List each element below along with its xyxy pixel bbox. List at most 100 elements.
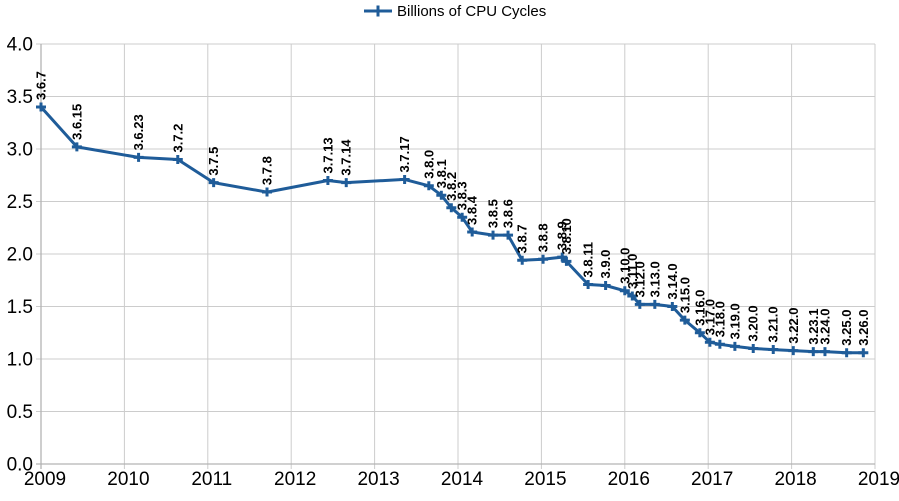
- data-point-marker: [341, 178, 352, 188]
- data-point-label: 3.6.15: [69, 104, 84, 140]
- data-point-label: 3.7.17: [397, 136, 412, 172]
- data-point-marker: [714, 339, 725, 349]
- data-point-marker: [768, 345, 779, 355]
- data-point-label: 3.8.0: [421, 150, 436, 179]
- y-tick-label: 1.5: [7, 297, 33, 318]
- data-point-marker: [467, 227, 478, 237]
- x-tick-label: 2019: [858, 469, 899, 490]
- data-point-label: 3.23.1: [806, 308, 821, 344]
- x-tick-label: 2014: [441, 469, 484, 490]
- data-point-marker: [819, 347, 830, 357]
- data-point-marker: [619, 286, 630, 296]
- data-point-label: 3.8.5: [486, 199, 501, 228]
- data-point-label: 3.8.11: [581, 242, 596, 277]
- data-point-marker: [600, 281, 611, 290]
- data-point-labels: 3.6.7 3.6.15 3.6.23 3.7.2 3.7.5 3.7.8 3.7.13 3.…: [34, 71, 871, 346]
- data-point-marker: [172, 155, 183, 164]
- y-tick-label: 2.0: [7, 245, 33, 266]
- data-point-label: 3.11.0: [625, 254, 640, 289]
- data-point-label: 3.10.0: [617, 248, 632, 284]
- data-point-marker: [399, 174, 410, 184]
- data-point-marker: [583, 279, 594, 289]
- data-point-marker: [561, 256, 572, 266]
- x-tick-label: 2010: [107, 469, 149, 490]
- data-point-marker: [679, 315, 690, 325]
- axes: [36, 44, 875, 469]
- data-point-marker: [649, 299, 660, 309]
- data-point-marker: [808, 347, 819, 357]
- data-point-label: 3.21.0: [766, 306, 781, 342]
- data-point-marker: [133, 152, 144, 162]
- data-point-marker: [71, 142, 82, 152]
- data-point-label: 3.9.0: [598, 250, 613, 279]
- data-point-label: 3.7.8: [260, 156, 275, 185]
- data-point-label: 3.8.10: [559, 218, 574, 254]
- data-point-label: 3.7.13: [320, 137, 335, 173]
- data-point-marker: [262, 187, 273, 197]
- data-point-label: 3.8.3: [455, 181, 470, 210]
- data-point-label: 3.6.23: [131, 114, 146, 150]
- data-point-label: 3.25.0: [839, 310, 854, 346]
- data-point-marker: [517, 255, 528, 265]
- data-point-marker: [208, 178, 219, 188]
- data-point-marker: [841, 348, 852, 358]
- data-point-label: 3.7.2: [170, 124, 185, 153]
- data-point-label: 3.8.7: [515, 224, 530, 253]
- data-point-label: 3.13.0: [647, 261, 662, 297]
- x-tick-label: 2011: [191, 469, 232, 490]
- y-tick-label: 0.0: [7, 455, 33, 476]
- data-point-marker: [488, 230, 499, 240]
- legend: Billions of CPU Cycles: [364, 3, 546, 20]
- data-point-marker: [704, 337, 715, 347]
- data-point-marker: [36, 102, 46, 112]
- data-point-marker: [694, 328, 705, 338]
- data-point-label: 3.8.2: [444, 172, 459, 201]
- data-point-marker: [436, 190, 447, 200]
- data-point-marker: [667, 302, 678, 311]
- data-point-marker: [788, 346, 799, 356]
- data-point-label: 3.15.0: [677, 277, 692, 313]
- x-tick-label: 2017: [691, 469, 733, 490]
- x-tick-label: 2013: [357, 469, 399, 490]
- y-tick-label: 1.0: [7, 350, 33, 371]
- data-point-label: 3.20.0: [746, 305, 761, 341]
- x-tick-label: 2018: [774, 469, 816, 490]
- data-point-label: 3.17.0: [702, 299, 717, 335]
- x-tick-label: 2012: [274, 469, 316, 490]
- data-point-marker: [322, 176, 333, 185]
- data-point-label: 3.19.0: [727, 303, 742, 339]
- data-point-label: 3.6.7: [34, 71, 49, 100]
- data-point-label: 3.8.8: [536, 223, 551, 252]
- data-point-marker: [634, 299, 645, 309]
- data-point-label: 3.8.9: [555, 221, 570, 250]
- data-series: [36, 102, 869, 358]
- data-point-label: 3.24.0: [817, 308, 832, 344]
- data-point-label: 3.7.5: [206, 147, 221, 176]
- x-tick-label: 2015: [524, 469, 566, 490]
- y-tick-label: 0.5: [7, 402, 33, 423]
- data-point-label: 3.12.0: [632, 261, 647, 297]
- x-axis-tick-labels: 2009 2010 2011 2012 2013 2014 2015 2016 2017 2018…: [24, 469, 899, 490]
- y-tick-label: 4.0: [7, 35, 33, 56]
- data-point-label: 3.16.0: [692, 290, 707, 326]
- data-point-marker: [538, 254, 549, 264]
- data-point-marker: [748, 344, 759, 353]
- data-point-marker: [503, 230, 514, 240]
- x-tick-label: 2009: [24, 469, 66, 490]
- data-point-marker: [627, 291, 638, 301]
- y-tick-label: 2.5: [7, 192, 33, 213]
- data-point-marker: [729, 341, 740, 351]
- y-axis-tick-labels: 0.0 0.5 1.0 1.5 2.0 2.5 3.0 3.5 4.0: [7, 35, 33, 476]
- data-point-label: 3.18.0: [712, 301, 727, 337]
- data-point-label: 3.22.0: [786, 307, 801, 343]
- data-point-label: 3.8.4: [465, 195, 480, 225]
- y-tick-label: 3.5: [7, 87, 33, 108]
- data-point-marker: [446, 203, 457, 213]
- data-point-marker: [423, 181, 434, 191]
- data-point-label: 3.7.14: [339, 139, 354, 176]
- data-point-marker: [858, 348, 869, 358]
- data-point-marker: [457, 212, 468, 222]
- y-tick-label: 3.0: [7, 140, 33, 161]
